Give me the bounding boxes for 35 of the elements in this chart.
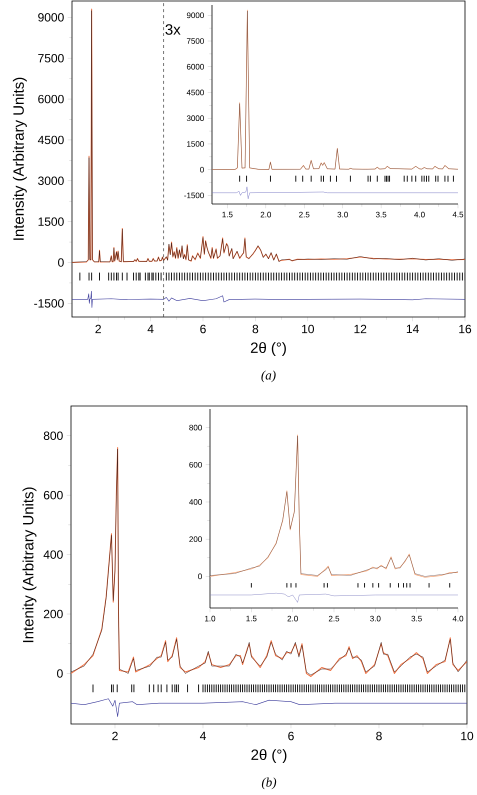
x-axis-title: 2θ (°) [250, 342, 286, 356]
y-tick-label: 3000 [38, 176, 64, 186]
x-tick-label: 2 [112, 732, 118, 740]
y-tick-label: 200 [44, 610, 63, 618]
y-tick-label: 800 [44, 431, 63, 440]
y-tick-label: 4500 [38, 136, 64, 144]
x-tick-label: 14 [406, 324, 419, 333]
x-tick-label: 6 [288, 732, 294, 740]
y-tick-label: 0 [58, 258, 64, 267]
x-axis-title: 2θ (°) [251, 749, 286, 763]
x-tick-label: 8 [376, 732, 382, 740]
y-axis-title: Intenity (Arbitrary Units) [22, 487, 36, 642]
y-tick-label: -1500 [34, 299, 64, 308]
y-axis-title: Intensity (Arbitrary Units) [12, 78, 27, 240]
x-tick-label: 10 [302, 324, 314, 334]
text: (b) [262, 778, 276, 790]
y-tick-label: 1500 [38, 217, 64, 226]
y-tick-label: 600 [44, 490, 63, 500]
x-tick-label: 4 [148, 324, 154, 333]
y-tick-label: 6000 [38, 94, 64, 104]
y-tick-label: 9000 [38, 13, 64, 22]
x-tick-label: 6 [200, 324, 206, 334]
text: (a) [261, 370, 276, 382]
ref-line-label: 3x [165, 24, 181, 35]
line-series [212, 186, 458, 200]
x-tick-label: 4 [200, 732, 206, 740]
x-tick-label: 8 [252, 324, 258, 334]
line-series [72, 290, 466, 308]
x-tick-label: 10 [461, 732, 474, 740]
y-tick-label: 400 [44, 550, 63, 559]
x-tick-label: 2 [95, 324, 101, 334]
y-tick-label: 0 [57, 669, 63, 678]
x-tick-label: 16 [459, 324, 472, 334]
y-tick-label: 7500 [38, 54, 64, 62]
x-tick-label: 12 [354, 324, 366, 334]
